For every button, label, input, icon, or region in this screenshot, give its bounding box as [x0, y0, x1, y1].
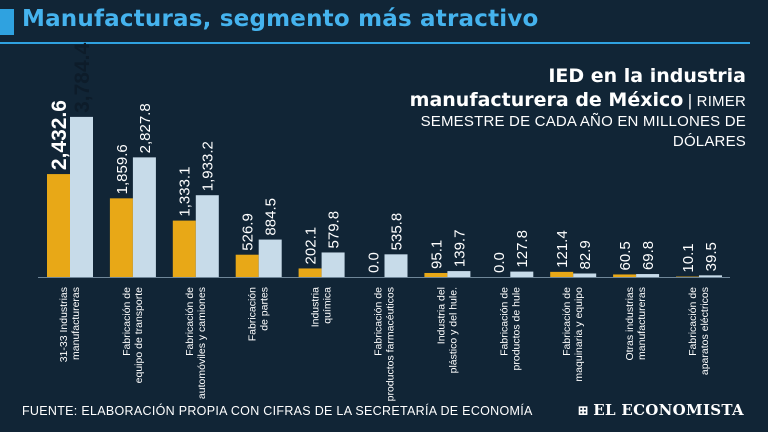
category-label-line: aparatos eléctricos [699, 287, 711, 375]
category-label-5: Fabricación deproductos farmacéuticos [373, 287, 397, 402]
category-label-8: Fabricación demaquinaria y equipo [561, 287, 585, 382]
value-label-a-2: 1,333.1 [177, 167, 194, 217]
value-label-a-9: 60.5 [617, 241, 634, 270]
value-label-b-7: 127.8 [514, 230, 531, 268]
bar-a-8 [550, 271, 574, 277]
chart-title: IED en la industria manufacturera de Méx… [409, 65, 746, 111]
category-label-line: productos de hule [510, 287, 522, 371]
category-label-line: Industria [310, 287, 322, 327]
bar-a-0 [47, 174, 70, 277]
value-label-b-10: 39.5 [703, 242, 720, 271]
value-label-a-0: 2,432.6 [48, 100, 71, 170]
bar-b-6 [447, 271, 471, 277]
chart-info: IED en la industria manufacturera de Méx… [386, 64, 746, 152]
value-label-b-3: 884.5 [263, 198, 280, 236]
value-label-a-7: 0.0 [491, 252, 508, 273]
category-label-2: Fabricación deautomóviles y camiones [184, 287, 208, 399]
accent-block [0, 9, 14, 35]
bar-b-9 [636, 274, 660, 277]
bar-b-1 [132, 157, 156, 277]
category-label-6: Industria delplástico y del hule. [435, 287, 459, 373]
category-label-line: Otras industrias [624, 287, 636, 361]
bar-a-2 [172, 220, 196, 277]
value-label-a-5: 0.0 [365, 252, 382, 273]
chart-subtitle: RIMER SEMESTRE DE CADA AÑO EN MILLONES D… [420, 93, 746, 150]
value-label-b-8: 82.9 [577, 240, 594, 269]
value-label-a-1: 1,859.6 [114, 144, 131, 194]
value-label-a-6: 95.1 [428, 240, 445, 269]
logo-text: EL ECONOMISTA [593, 401, 744, 419]
category-label-line: manufactureras [70, 287, 82, 360]
source-note: FUENTE: ELABORACIÓN PROPIA CON CIFRAS DE… [22, 404, 533, 418]
bar-b-3 [258, 239, 282, 277]
category-label-10: Fabricación deaparatos eléctricos [687, 287, 711, 375]
category-label-7: Fabricación deproductos de hule [498, 287, 522, 371]
category-label-line: 31-33 Industrias [58, 287, 70, 362]
category-label-line: manufactureras [636, 287, 648, 360]
header-rule [0, 42, 750, 44]
category-label-line: maquinaria y equipo [573, 287, 585, 382]
value-label-b-9: 69.8 [640, 241, 657, 270]
value-label-b-5: 535.8 [388, 213, 405, 251]
category-label-line: de partes [259, 287, 271, 331]
value-label-b-4: 579.8 [326, 211, 343, 249]
category-label-line: productos farmacéuticos [385, 287, 397, 401]
category-label-line: Fabricación de [121, 287, 133, 356]
category-label-0: 31-33 Industriasmanufactureras [58, 287, 82, 362]
category-label-line: Fabricación de [687, 287, 699, 356]
category-label-line: química [322, 287, 334, 324]
category-label-line: Fabricación de [373, 287, 385, 356]
logo-icon: ⊞ [577, 403, 590, 419]
category-label-1: Fabricación deequipo de transporte [121, 287, 145, 383]
value-label-b-2: 1,933.2 [200, 141, 217, 191]
bar-a-3 [235, 254, 259, 277]
headline: Manufacturas, segmento más atractivo [22, 6, 539, 32]
category-label-line: Industria del [435, 287, 447, 344]
bar-b-7 [510, 271, 534, 277]
category-label-line: equipo de transporte [133, 287, 145, 383]
category-label-line: plástico y del hule. [447, 287, 459, 373]
value-label-b-0: 3,784.4 [71, 43, 94, 113]
category-label-line: Fabricación de [561, 287, 573, 356]
header: Manufacturas, segmento más atractivo [0, 0, 768, 44]
category-label-line: Fabricación [247, 287, 259, 341]
value-label-a-4: 202.1 [303, 227, 320, 265]
category-label-line: automóviles y camiones [196, 287, 208, 399]
bar-a-4 [298, 268, 322, 277]
bar-b-5 [384, 254, 408, 277]
bar-b-0 [70, 116, 93, 277]
title-separator: | [687, 91, 693, 110]
bar-b-4 [321, 252, 345, 277]
bar-a-6 [424, 272, 448, 277]
bar-b-2 [195, 195, 219, 277]
publisher-logo: ⊞ EL ECONOMISTA [577, 401, 744, 419]
category-label-4: Industriaquímica [310, 287, 334, 327]
category-label-line: Fabricación de [184, 287, 196, 356]
value-label-a-8: 121.4 [554, 230, 571, 268]
value-label-a-10: 10.1 [680, 243, 697, 272]
bar-b-10 [699, 275, 722, 277]
value-label-a-3: 526.9 [240, 213, 257, 251]
bar-a-9 [613, 274, 637, 277]
category-label-3: Fabricaciónde partes [247, 287, 271, 341]
category-label-line: Fabricación de [498, 287, 510, 356]
category-label-9: Otras industriasmanufactureras [624, 287, 648, 361]
bar-a-1 [109, 198, 133, 277]
bar-b-8 [573, 273, 597, 277]
value-label-b-6: 139.7 [451, 230, 468, 268]
value-label-b-1: 2,827.8 [137, 103, 154, 153]
